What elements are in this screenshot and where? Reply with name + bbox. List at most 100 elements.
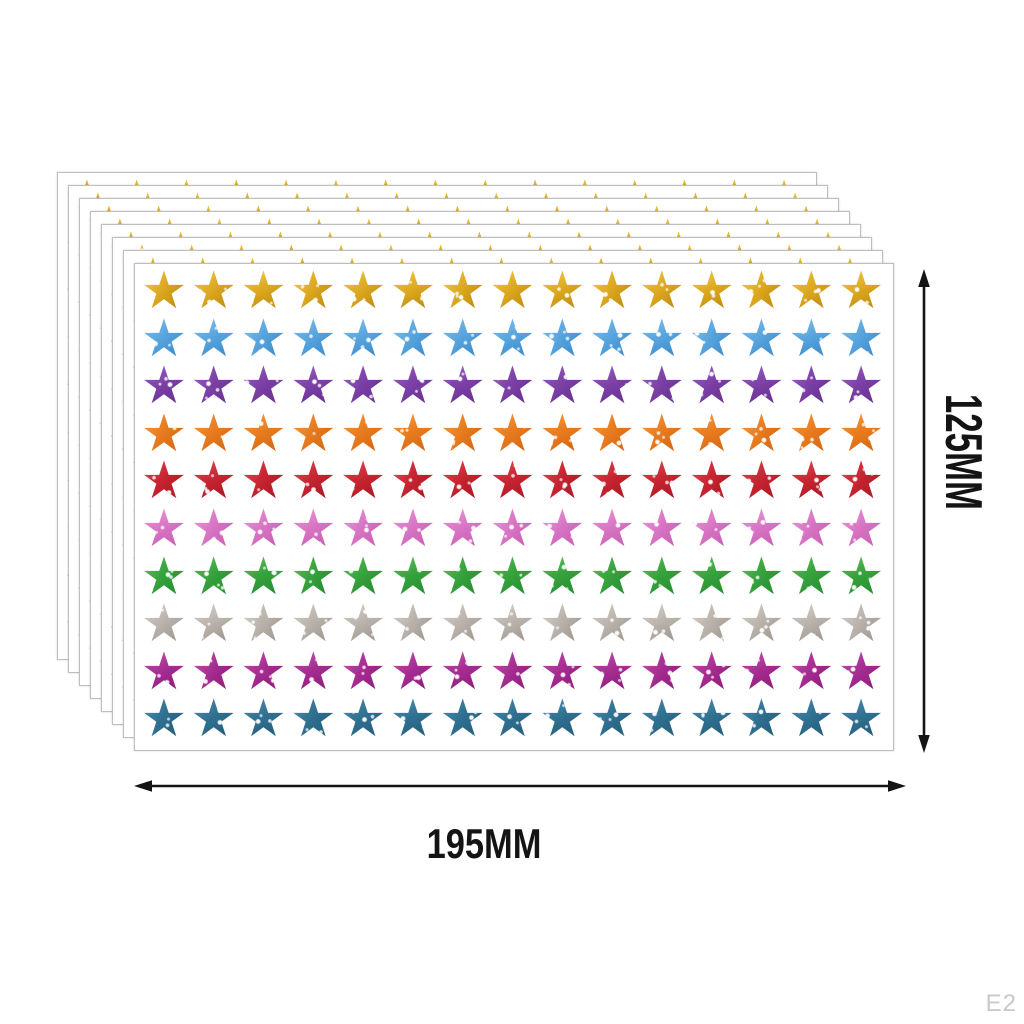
star-row-sky-blue: ★★★★★★★★★★★★★★★ [139,308,893,369]
star-sticker: ★ [786,308,837,369]
star-sticker: ★ [387,498,438,559]
star-sticker: ★ [338,498,388,559]
star-sticker: ★ [686,546,737,607]
star-sticker: ★ [487,403,538,464]
star-sticker: ★ [437,594,488,655]
star-sticker: ★ [537,594,588,655]
star-sticker: ★ [238,594,289,655]
star-sticker: ★ [437,403,488,464]
star-sticker: ★ [686,451,737,512]
star-sticker: ★ [836,263,886,321]
star-sticker: ★ [487,356,538,417]
star-sticker: ★ [537,546,588,607]
star-sticker: ★ [288,641,339,702]
star-sticker: ★ [288,451,339,512]
star-row-gold: ★★★★★★★★★★★★★★★ [139,268,893,316]
star-sticker: ★ [487,641,538,702]
star-sticker: ★ [338,403,388,464]
star-row-red: ★★★★★★★★★★★★★★★ [139,458,893,506]
star-sticker: ★ [786,263,837,321]
sticker-sheet-8: ★ ★ ★ ★ ★ ★ ★ ★ ★ ★ ★ ★ ★ ★ ★ ★ ★ ★ ★ ★ ★ ★ ★ ★ ★ ★ ★ ★ ★ ★ ★ ★ ★ ★ ★ ★ ★ ★ ★ ★… [134,263,894,751]
star-sticker: ★ [786,403,837,464]
star-sticker: ★ [836,641,886,702]
star-sticker: ★ [387,641,438,702]
star-sticker: ★ [587,641,637,702]
star-sticker: ★ [188,308,239,369]
star-sticker: ★ [188,689,239,750]
height-dimension-label: 125MM [934,393,992,511]
star-sticker: ★ [188,641,239,702]
star-sticker: ★ [238,263,289,321]
star-sticker: ★ [686,308,737,369]
star-sticker: ★ [736,641,787,702]
star-sticker: ★ [636,546,687,607]
star-sticker: ★ [437,546,488,607]
star-sticker: ★ [288,263,339,321]
star-sticker: ★ [786,641,837,702]
star-sticker: ★ [437,308,488,369]
star-sticker: ★ [139,641,189,702]
star-sticker: ★ [736,263,787,321]
star-sticker: ★ [686,498,737,559]
star-sticker: ★ [587,546,637,607]
star-row-teal-blue: ★★★★★★★★★★★★★★★ [139,696,893,744]
star-sticker: ★ [537,641,588,702]
star-sticker: ★ [487,546,538,607]
star-sticker: ★ [338,689,388,750]
star-sticker: ★ [836,356,886,417]
star-sticker: ★ [188,546,239,607]
star-sticker: ★ [288,594,339,655]
star-sticker: ★ [836,451,886,512]
star-sticker: ★ [387,263,438,321]
star-sticker: ★ [587,263,637,321]
star-sticker: ★ [238,546,289,607]
star-sticker: ★ [487,498,538,559]
star-sticker: ★ [786,594,837,655]
star-sticker: ★ [437,356,488,417]
star-sticker: ★ [387,403,438,464]
star-row-magenta: ★★★★★★★★★★★★★★★ [139,641,893,702]
star-sticker: ★ [387,546,438,607]
star-sticker: ★ [587,594,637,655]
star-sticker: ★ [736,356,787,417]
star-sticker: ★ [338,356,388,417]
star-sticker: ★ [636,689,687,750]
star-sticker: ★ [587,403,637,464]
star-row-orange: ★★★★★★★★★★★★★★★ [139,403,893,464]
star-sticker: ★ [537,498,588,559]
star-sticker: ★ [238,403,289,464]
star-sticker: ★ [288,689,339,750]
star-sticker: ★ [836,308,886,369]
star-sticker: ★ [437,451,488,512]
star-sticker: ★ [587,498,637,559]
star-sticker: ★ [636,356,687,417]
watermark-text: E2 [985,990,1017,1017]
star-row-silver: ★★★★★★★★★★★★★★★ [139,601,893,649]
star-sticker: ★ [686,263,737,321]
star-sticker: ★ [636,308,687,369]
star-sticker: ★ [288,308,339,369]
star-sticker: ★ [487,451,538,512]
star-sticker: ★ [437,263,488,321]
star-sticker: ★ [636,451,687,512]
star-sticker: ★ [836,594,886,655]
star-sticker: ★ [387,308,438,369]
star-sticker: ★ [238,689,289,750]
star-sticker: ★ [686,356,737,417]
star-sticker: ★ [636,403,687,464]
star-sticker: ★ [537,308,588,369]
star-row-purple: ★★★★★★★★★★★★★★★ [139,363,893,411]
star-sticker: ★ [238,641,289,702]
star-sticker: ★ [387,689,438,750]
star-sticker: ★ [288,498,339,559]
star-sticker: ★ [786,546,837,607]
star-sticker: ★ [139,263,189,321]
star-sticker: ★ [188,263,239,321]
star-sticker: ★ [537,451,588,512]
star-sticker: ★ [587,356,637,417]
star-sticker: ★ [736,308,787,369]
star-sticker: ★ [786,451,837,512]
star-sticker: ★ [587,451,637,512]
